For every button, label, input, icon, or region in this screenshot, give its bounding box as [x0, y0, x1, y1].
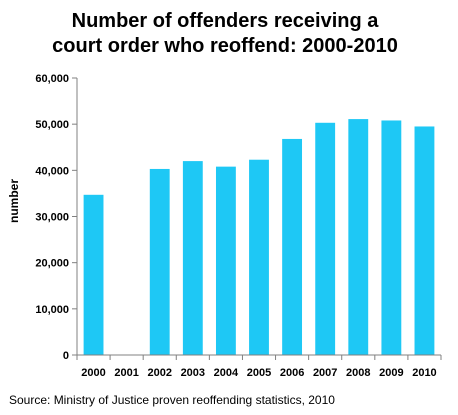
y-tick-label: 10,000: [35, 304, 69, 316]
x-tick-label: 2002: [147, 367, 171, 379]
x-tick-label: 2005: [247, 367, 271, 379]
x-tick-label: 2009: [379, 367, 403, 379]
bar-2007: [315, 122, 336, 355]
x-tick-label: 2000: [81, 367, 105, 379]
y-tick-label: 0: [63, 350, 69, 362]
bars: [83, 119, 435, 356]
x-tick-label: 2003: [181, 367, 205, 379]
x-tick-label: 2007: [313, 367, 337, 379]
y-tick-label: 30,000: [35, 212, 69, 224]
plot-area: 0 10,000 20,000 30,000 40,000 50,000 60,000 20…: [35, 73, 442, 379]
x-tick-label: 2004: [214, 367, 239, 379]
bar-2002: [149, 168, 170, 355]
chart-title-line-1: Number of offenders receiving a: [72, 10, 380, 32]
bar-2008: [348, 119, 369, 355]
x-axis-ticks: 2000 2001 2002 2003 2004 2005 2006 2007 2008 2009…: [76, 355, 442, 379]
source-note: Source: Ministry of Justice proven reoff…: [9, 393, 335, 407]
bar-2003: [182, 161, 203, 355]
x-tick-label: 2010: [412, 367, 436, 379]
y-tick-label: 50,000: [35, 119, 69, 131]
y-axis-ticks: 0 10,000 20,000 30,000 40,000 50,000 60,000: [35, 73, 77, 362]
bar-2004: [215, 166, 236, 355]
bar-2009: [381, 120, 402, 356]
x-tick-label: 2001: [114, 367, 138, 379]
bar-2000: [83, 194, 104, 355]
y-tick-label: 40,000: [35, 165, 69, 177]
x-tick-label: 2008: [346, 367, 370, 379]
bar-2006: [282, 138, 303, 355]
chart-title-line-2: court order who reoffend: 2000-2010: [52, 35, 398, 57]
y-tick-label: 60,000: [35, 73, 69, 85]
bar-2010: [414, 126, 435, 355]
x-tick-label: 2006: [280, 367, 304, 379]
bar-2005: [249, 159, 269, 355]
y-axis-title: number: [7, 179, 21, 223]
y-tick-label: 20,000: [35, 258, 69, 270]
